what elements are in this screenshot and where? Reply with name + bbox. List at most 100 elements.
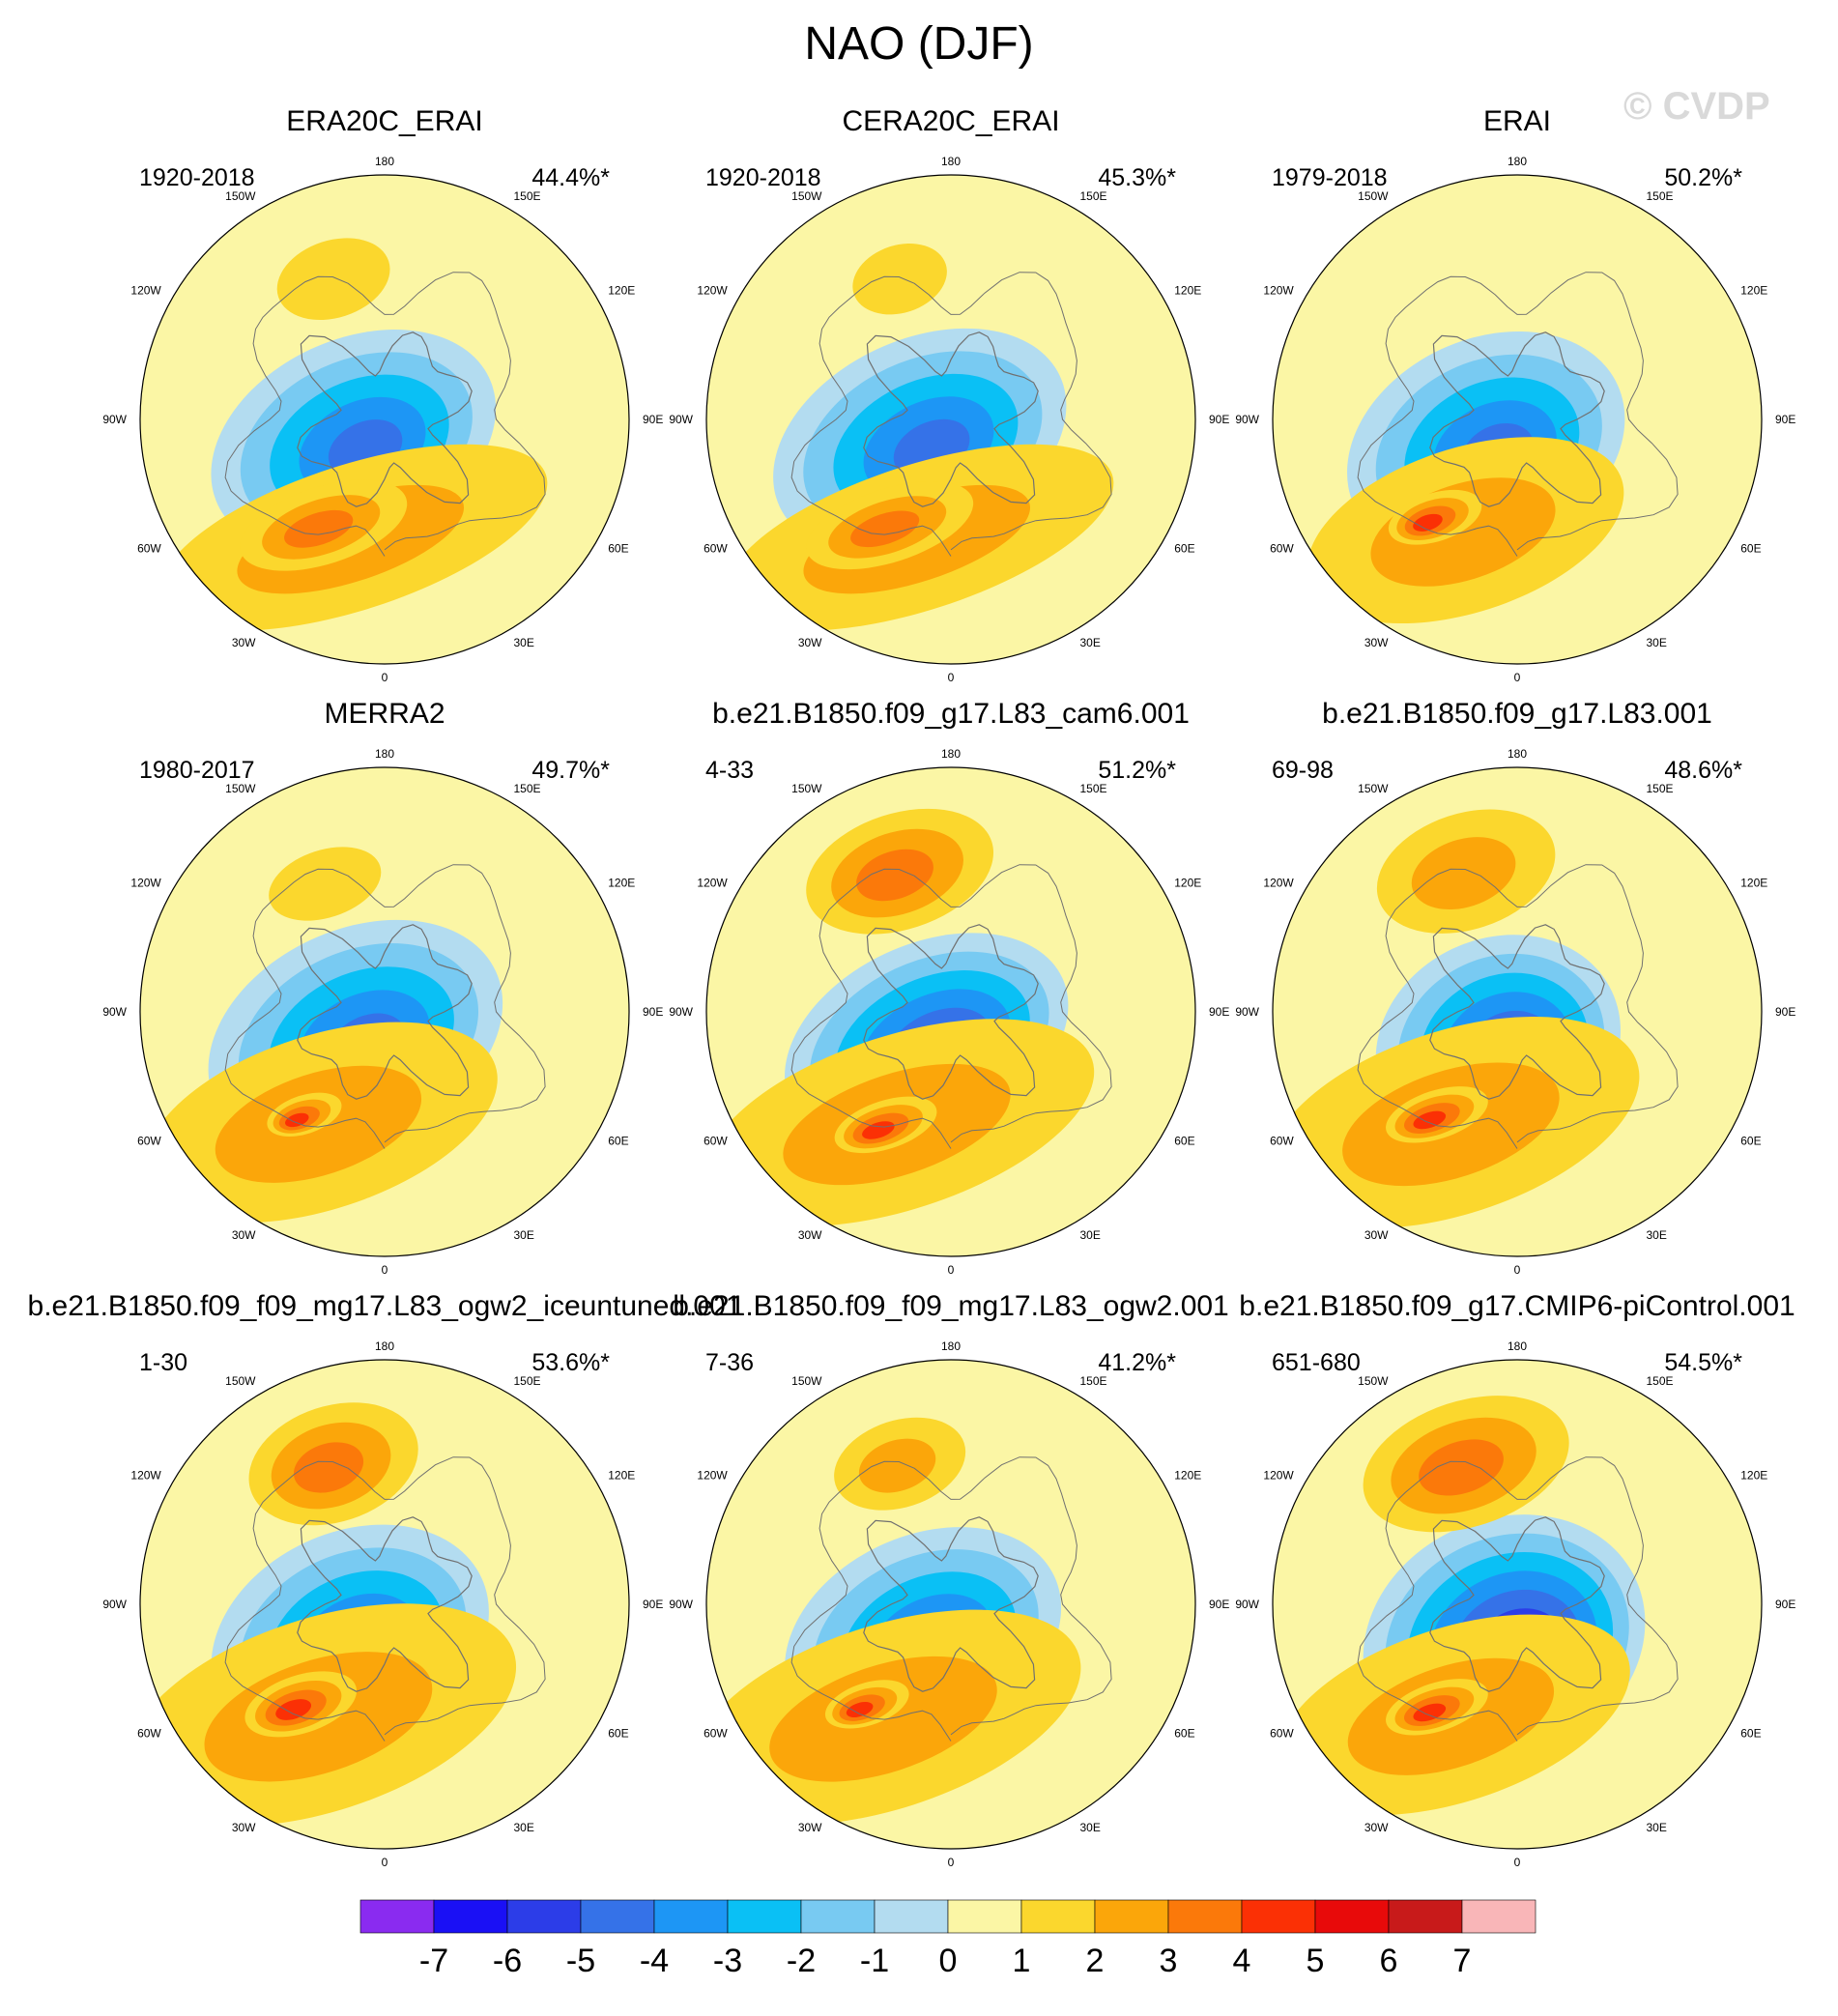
longitude-label: 150W — [791, 782, 822, 795]
panel-variance-pct: 54.5%* — [1664, 1349, 1742, 1376]
longitude-label: 30W — [1364, 1228, 1389, 1242]
longitude-label: 150E — [1080, 782, 1107, 795]
longitude-label: 0 — [948, 671, 955, 684]
longitude-label: 90W — [669, 413, 693, 426]
main-title: NAO (DJF) — [804, 18, 1034, 70]
coastline — [1429, 1516, 1605, 1692]
panel-title: b.e21.B1850.f09_f09_mg17.L83_ogw2.001 — [673, 1290, 1229, 1322]
longitude-label: 90E — [1209, 1598, 1229, 1611]
map-panel-5: 180 150E 120E 90E 60E 30E 0 30W 60W 90W 120W 150W — [669, 747, 1229, 1277]
longitude-label: 120E — [608, 284, 635, 298]
longitude-label: 90E — [1775, 1005, 1795, 1019]
longitude-label: 120E — [1174, 877, 1201, 890]
coastline — [297, 1516, 473, 1692]
longitude-label: 60E — [1174, 542, 1194, 556]
longitude-label: 90W — [102, 1598, 127, 1611]
longitude-label: 60W — [137, 1135, 161, 1148]
longitude-label: 90W — [669, 1598, 693, 1611]
colorbar-label: 2 — [1086, 1943, 1105, 1979]
longitude-label: 180 — [941, 1339, 961, 1353]
longitude-label: 0 — [948, 1263, 955, 1277]
longitude-label: 120E — [1740, 1469, 1767, 1483]
panel-title: ERAI — [1482, 105, 1552, 137]
longitude-label: 90W — [1235, 413, 1259, 426]
longitude-label: 150W — [1358, 1374, 1389, 1388]
coastline — [1429, 331, 1605, 507]
panel-variance-pct: 50.2%* — [1664, 164, 1742, 191]
coastline — [297, 331, 473, 507]
panel-variance-pct: 49.7%* — [531, 757, 610, 784]
colorbar-label: 3 — [1160, 1943, 1178, 1979]
longitude-label: 150E — [1080, 189, 1107, 203]
longitude-label: 120E — [608, 1469, 635, 1483]
panel-title: b.e21.B1850.f09_f09_mg17.L83_ogw2_iceunt… — [27, 1290, 742, 1322]
longitude-label: 150E — [1080, 1374, 1107, 1388]
longitude-label: 150W — [225, 189, 256, 203]
longitude-label: 180 — [941, 155, 961, 168]
longitude-label: 30E — [514, 636, 534, 649]
watermark: © CVDP — [1623, 85, 1770, 128]
coastline — [863, 1516, 1039, 1692]
longitude-label: 30W — [1364, 636, 1389, 649]
longitude-label: 60E — [1740, 542, 1761, 556]
map-outline — [705, 174, 1196, 665]
contour-band-pos-4 — [275, 1699, 312, 1720]
panel-period: 69-98 — [1272, 757, 1334, 784]
contour-band-pos-1 — [276, 238, 390, 321]
contour-band-pos-4 — [846, 1702, 874, 1717]
contour-band-pos-3 — [284, 509, 354, 548]
panel-period: 1920-2018 — [139, 164, 255, 191]
longitude-label: 180 — [1508, 747, 1527, 761]
longitude-label: 60E — [608, 1727, 628, 1741]
longitude-label: 60E — [1174, 1135, 1194, 1148]
longitude-label: 30E — [1080, 1821, 1101, 1834]
map-outline — [1272, 766, 1763, 1257]
longitude-label: 90W — [102, 1005, 127, 1019]
map-outline — [1272, 174, 1763, 665]
longitude-label: 150E — [1647, 1374, 1674, 1388]
longitude-label: 120E — [1740, 284, 1767, 298]
coastline — [1429, 924, 1605, 1100]
map-panel-9: 180 150E 120E 90E 60E 30E 0 30W 60W 90W 120W 150W — [1235, 1339, 1795, 1869]
longitude-label: 0 — [1514, 1856, 1521, 1869]
coastline — [863, 331, 1039, 507]
longitude-label: 0 — [948, 1856, 955, 1869]
longitude-label: 120E — [1174, 284, 1201, 298]
longitude-label: 30E — [1647, 636, 1667, 649]
longitude-label: 120W — [1263, 1469, 1294, 1483]
longitude-label: 90W — [669, 1005, 693, 1019]
longitude-label: 30E — [514, 1228, 534, 1242]
longitude-label: 150W — [791, 189, 822, 203]
panel-title: b.e21.B1850.f09_g17.L83_cam6.001 — [712, 698, 1190, 730]
longitude-label: 30W — [798, 1228, 822, 1242]
longitude-label: 60W — [1270, 1727, 1294, 1741]
colorbar-label: -6 — [493, 1943, 522, 1979]
coastline — [224, 272, 546, 557]
longitude-label: 0 — [382, 671, 388, 684]
longitude-label: 90E — [643, 413, 663, 426]
colorbar-label: 4 — [1233, 1943, 1251, 1979]
longitude-label: 120W — [697, 877, 728, 890]
longitude-label: 150W — [1358, 189, 1389, 203]
map-panel-8: 180 150E 120E 90E 60E 30E 0 30W 60W 90W 120W 150W — [669, 1339, 1229, 1869]
longitude-label: 90E — [1209, 1005, 1229, 1019]
contour-band-pos-3 — [856, 849, 933, 902]
panel-period: 651-680 — [1272, 1349, 1361, 1376]
colorbar-label: -3 — [713, 1943, 742, 1979]
panel-variance-pct: 45.3%* — [1098, 164, 1176, 191]
longitude-label: 150E — [514, 189, 541, 203]
longitude-label: 120W — [697, 1469, 728, 1483]
longitude-label: 90W — [1235, 1598, 1259, 1611]
contour-band-pos-3 — [1419, 1439, 1504, 1496]
longitude-label: 60E — [1740, 1727, 1761, 1741]
colorbar-label: 1 — [1013, 1943, 1031, 1979]
map-panel-3: 180 150E 120E 90E 60E 30E 0 30W 60W 90W 120W 150W — [1235, 155, 1795, 684]
panel-title: b.e21.B1850.f09_g17.CMIP6-piControl.001 — [1239, 1290, 1795, 1322]
longitude-label: 180 — [375, 1339, 394, 1353]
longitude-label: 90E — [1775, 413, 1795, 426]
colorbar-label: -5 — [566, 1943, 595, 1979]
panel-period: 7-36 — [705, 1349, 755, 1376]
colorbar-label: 5 — [1307, 1943, 1325, 1979]
longitude-label: 120W — [1263, 877, 1294, 890]
contour-band-pos-1 — [269, 847, 382, 921]
